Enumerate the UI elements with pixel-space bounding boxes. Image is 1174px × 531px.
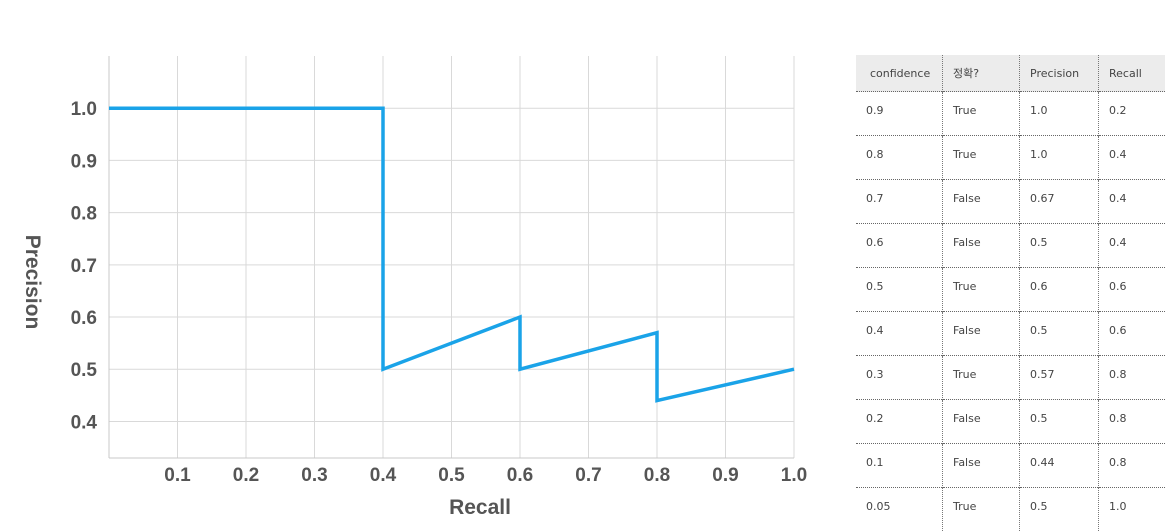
y-tick-label: 0.8 xyxy=(71,204,97,225)
cell-confidence: 0.1 xyxy=(856,444,943,488)
cell-recall: 0.8 xyxy=(1099,356,1166,400)
cell-precision: 0.57 xyxy=(1020,356,1099,400)
cell-confidence: 0.9 xyxy=(856,92,943,136)
cell-confidence: 0.4 xyxy=(856,312,943,356)
cell-recall: 0.8 xyxy=(1099,400,1166,444)
cell-precision: 0.5 xyxy=(1020,488,1099,531)
cell-correct: True xyxy=(943,268,1020,312)
cell-correct: True xyxy=(943,356,1020,400)
y-tick-label: 0.6 xyxy=(71,308,97,329)
y-tick-label: 1.0 xyxy=(71,99,97,120)
x-tick-label: 0.4 xyxy=(370,465,397,486)
cell-correct: False xyxy=(943,224,1020,268)
cell-recall: 0.2 xyxy=(1099,92,1166,136)
cell-precision: 0.5 xyxy=(1020,400,1099,444)
cell-correct: True xyxy=(943,92,1020,136)
cell-precision: 0.5 xyxy=(1020,224,1099,268)
x-tick-label: 0.2 xyxy=(233,465,259,486)
x-tick-label: 0.9 xyxy=(712,465,738,486)
y-tick-label: 0.4 xyxy=(71,412,98,433)
y-axis-title: Precision xyxy=(21,235,44,330)
y-tick-label: 0.5 xyxy=(71,360,98,381)
y-tick-label: 0.9 xyxy=(71,151,97,172)
cell-confidence: 0.7 xyxy=(856,180,943,224)
cell-correct: True xyxy=(943,136,1020,180)
header-confidence: confidence xyxy=(856,55,943,92)
cell-recall: 0.8 xyxy=(1099,444,1166,488)
cell-confidence: 0.8 xyxy=(856,136,943,180)
precision-recall-chart: 0.1 0.2 0.3 0.4 0.5 0.6 0.7 0.8 0.9 1.0 0.4 0.5 0.6 0… xyxy=(0,0,840,524)
cell-precision: 0.6 xyxy=(1020,268,1099,312)
cell-confidence: 0.5 xyxy=(856,268,943,312)
cell-recall: 0.6 xyxy=(1099,268,1166,312)
cell-recall: 0.4 xyxy=(1099,224,1166,268)
cell-correct: False xyxy=(943,312,1020,356)
cell-precision: 1.0 xyxy=(1020,92,1099,136)
cell-correct: True xyxy=(943,488,1020,531)
cell-correct: False xyxy=(943,400,1020,444)
header-precision: Precision xyxy=(1020,55,1099,92)
cell-recall: 0.6 xyxy=(1099,312,1166,356)
cell-confidence: 0.3 xyxy=(856,356,943,400)
header-correct: 정확? xyxy=(943,55,1020,92)
header-recall: Recall xyxy=(1099,55,1166,92)
cell-precision: 1.0 xyxy=(1020,136,1099,180)
cell-precision: 0.67 xyxy=(1020,180,1099,224)
x-tick-label: 0.8 xyxy=(644,465,670,486)
cell-recall: 0.4 xyxy=(1099,180,1166,224)
cell-confidence: 0.2 xyxy=(856,400,943,444)
x-tick-label: 1.0 xyxy=(781,465,807,486)
cell-recall: 0.4 xyxy=(1099,136,1166,180)
cell-precision: 0.44 xyxy=(1020,444,1099,488)
x-tick-label: 0.7 xyxy=(575,465,601,486)
cell-confidence: 0.05 xyxy=(856,488,943,531)
y-tick-label: 0.7 xyxy=(71,256,97,277)
x-tick-label: 0.3 xyxy=(301,465,327,486)
cell-precision: 0.5 xyxy=(1020,312,1099,356)
x-tick-label: 0.5 xyxy=(438,465,465,486)
x-axis-title: Recall xyxy=(449,496,511,519)
x-tick-label: 0.1 xyxy=(164,465,191,486)
cell-confidence: 0.6 xyxy=(856,224,943,268)
cell-recall: 1.0 xyxy=(1099,488,1166,531)
cell-correct: False xyxy=(943,180,1020,224)
x-tick-label: 0.6 xyxy=(507,465,533,486)
table-header-row: confidence 정확? Precision Recall xyxy=(856,55,1165,92)
cell-correct: False xyxy=(943,444,1020,488)
